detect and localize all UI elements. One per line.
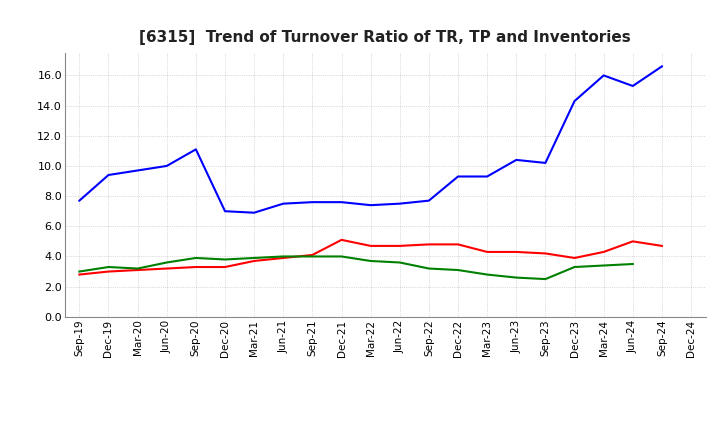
Line: Inventories: Inventories — [79, 257, 633, 279]
Trade Payables — [366, 202, 375, 208]
Trade Receivables — [657, 243, 666, 249]
Trade Payables — [629, 83, 637, 88]
Trade Receivables — [279, 255, 287, 260]
Inventories — [366, 258, 375, 264]
Trade Receivables — [629, 239, 637, 244]
Inventories — [104, 264, 113, 270]
Inventories — [308, 254, 317, 259]
Trade Payables — [570, 99, 579, 104]
Trade Receivables — [308, 252, 317, 257]
Trade Receivables — [75, 272, 84, 277]
Inventories — [425, 266, 433, 271]
Inventories — [220, 257, 229, 262]
Trade Payables — [512, 157, 521, 162]
Trade Receivables — [425, 242, 433, 247]
Trade Payables — [425, 198, 433, 203]
Trade Payables — [75, 198, 84, 203]
Trade Receivables — [133, 268, 142, 273]
Trade Payables — [308, 199, 317, 205]
Trade Payables — [599, 73, 608, 78]
Inventories — [133, 266, 142, 271]
Inventories — [629, 261, 637, 267]
Trade Receivables — [483, 249, 492, 255]
Inventories — [570, 264, 579, 270]
Trade Payables — [163, 163, 171, 169]
Line: Trade Payables: Trade Payables — [79, 66, 662, 213]
Inventories — [250, 255, 258, 260]
Trade Payables — [250, 210, 258, 215]
Trade Payables — [541, 160, 550, 165]
Inventories — [163, 260, 171, 265]
Trade Receivables — [250, 258, 258, 264]
Inventories — [395, 260, 404, 265]
Trade Payables — [395, 201, 404, 206]
Trade Payables — [483, 174, 492, 179]
Trade Payables — [337, 199, 346, 205]
Trade Receivables — [599, 249, 608, 255]
Trade Receivables — [570, 255, 579, 260]
Trade Payables — [454, 174, 462, 179]
Trade Receivables — [220, 264, 229, 270]
Inventories — [512, 275, 521, 280]
Trade Receivables — [512, 249, 521, 255]
Inventories — [279, 254, 287, 259]
Trade Receivables — [366, 243, 375, 249]
Trade Payables — [192, 147, 200, 152]
Trade Receivables — [104, 269, 113, 274]
Trade Payables — [133, 168, 142, 173]
Trade Payables — [104, 172, 113, 178]
Title: [6315]  Trend of Turnover Ratio of TR, TP and Inventories: [6315] Trend of Turnover Ratio of TR, TP… — [140, 29, 631, 45]
Trade Receivables — [163, 266, 171, 271]
Inventories — [75, 269, 84, 274]
Trade Receivables — [541, 251, 550, 256]
Line: Trade Receivables: Trade Receivables — [79, 240, 662, 275]
Trade Receivables — [395, 243, 404, 249]
Trade Payables — [657, 64, 666, 69]
Inventories — [599, 263, 608, 268]
Inventories — [192, 255, 200, 260]
Trade Payables — [279, 201, 287, 206]
Inventories — [541, 276, 550, 282]
Trade Receivables — [337, 237, 346, 242]
Inventories — [337, 254, 346, 259]
Inventories — [483, 272, 492, 277]
Trade Receivables — [454, 242, 462, 247]
Inventories — [454, 268, 462, 273]
Trade Payables — [220, 209, 229, 214]
Trade Receivables — [192, 264, 200, 270]
